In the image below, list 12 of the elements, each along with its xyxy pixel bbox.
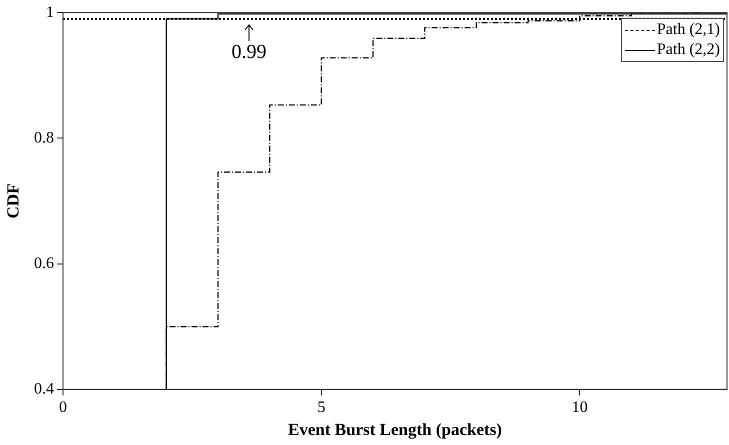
y-axis-title: CDF xyxy=(4,184,23,218)
x-tick-label: 5 xyxy=(317,399,326,416)
y-tick-label: 1 xyxy=(46,4,54,21)
y-tick-label: 0.6 xyxy=(34,255,54,272)
x-tick-label: 10 xyxy=(572,399,588,416)
y-tick-label: 0.4 xyxy=(34,380,54,398)
legend-label: Path (2,2) xyxy=(656,40,720,60)
x-tick-label: 0 xyxy=(59,399,67,416)
legend-label: Path (2,1) xyxy=(656,20,720,40)
annotation: 0.99 xyxy=(232,41,267,64)
x-axis-title: Event Burst Length (packets) xyxy=(288,420,502,440)
y-tick-label: 0.8 xyxy=(34,129,54,146)
